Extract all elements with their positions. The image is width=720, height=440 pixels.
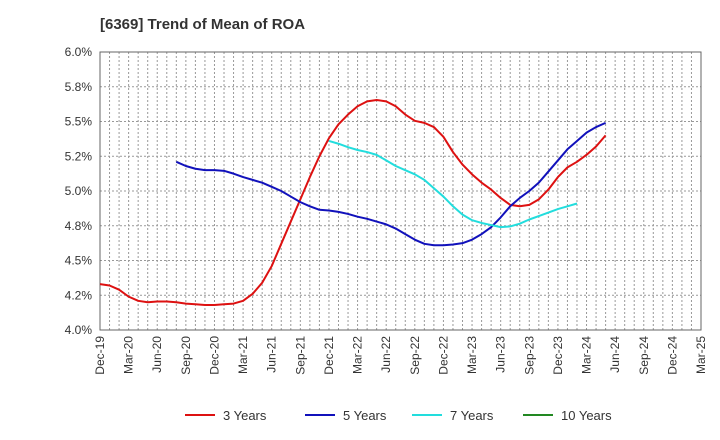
x-tick-label: Mar-21 [236,336,250,374]
series-line-5-years [175,121,607,247]
x-tick-label: Mar-23 [465,336,479,374]
x-tick-label: Dec-22 [436,336,450,375]
y-tick-label: 6.0% [65,45,93,59]
y-tick-label: 4.5% [65,254,93,268]
y-tick-label: 4.0% [65,323,93,337]
legend-label: 7 Years [450,408,494,423]
x-tick-label: Mar-25 [694,336,708,374]
x-tick-label: Sep-20 [179,336,193,375]
x-tick-label: Dec-19 [93,336,107,375]
x-tick-label: Sep-23 [522,336,536,375]
legend-label: 5 Years [343,408,387,423]
x-tick-label: Jun-21 [265,336,279,373]
x-tick-label: Mar-20 [122,336,136,374]
x-tick-label: Dec-23 [551,336,565,375]
x-tick-label: Jun-20 [150,336,164,373]
x-tick-label: Mar-22 [351,336,365,374]
x-tick-label: Mar-24 [580,336,594,374]
x-tick-label: Sep-21 [293,336,307,375]
x-tick-label: Dec-24 [665,336,679,375]
x-tick-label: Jun-24 [608,336,622,373]
y-tick-label: 5.0% [65,184,93,198]
chart-title: [6369] Trend of Mean of ROA [100,16,306,33]
series-line-3-years [99,98,607,306]
y-tick-label: 5.8% [65,80,93,94]
x-tick-label: Sep-22 [408,336,422,375]
x-tick-label: Dec-20 [207,336,221,375]
x-tick-label: Sep-24 [637,336,651,375]
series-line-7-years [328,139,578,229]
legend-label: 10 Years [561,408,612,423]
legend-label: 3 Years [223,408,267,423]
plot-border [99,51,702,331]
x-tick-label: Jun-22 [379,336,393,373]
y-tick-label: 5.5% [65,115,93,129]
x-tick-label: Jun-23 [494,336,508,373]
y-tick-label: 4.2% [65,288,93,302]
y-tick-label: 5.2% [65,149,93,163]
y-tick-label: 4.8% [65,219,93,233]
x-tick-label: Dec-21 [322,336,336,375]
